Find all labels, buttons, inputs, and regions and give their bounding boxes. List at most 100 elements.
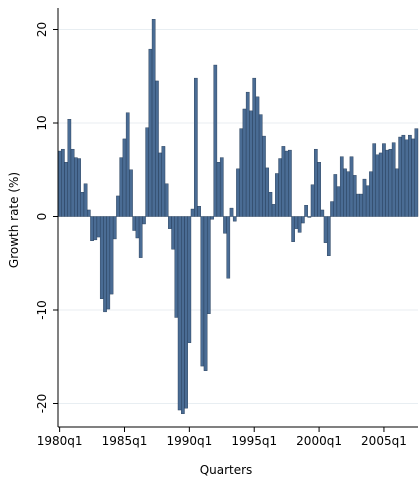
bar [389,149,392,216]
bar [279,159,282,217]
x-tick-label: 2000q1 [296,434,342,448]
bar [379,153,382,217]
bar [197,206,200,216]
bar [366,186,369,217]
bar [155,81,158,217]
bar [412,139,415,217]
bar [253,78,256,216]
bar [360,194,363,216]
bar [382,144,385,217]
bar [236,169,239,217]
bar [405,140,408,217]
bar [243,109,246,217]
bar [314,149,317,216]
bar [275,173,278,216]
bar [337,187,340,217]
bar [369,172,372,217]
bar [126,113,129,217]
bar [142,217,145,224]
bar [81,192,84,216]
bar [415,129,418,217]
bar [399,137,402,216]
bar [159,153,162,217]
bar [136,217,139,239]
bar [395,169,398,217]
bar [246,92,249,216]
bar [194,78,197,216]
bar [210,217,213,220]
bar [103,217,106,312]
bar [308,217,311,218]
bar [188,217,191,343]
bar [152,19,155,216]
bar [217,162,220,216]
bar [123,139,126,217]
bar [282,146,285,216]
bar [249,111,252,217]
bar [324,217,327,243]
y-axis-label: Growth rate (%) [7,172,21,268]
bar [317,162,320,216]
bar [133,217,136,231]
bar [330,202,333,217]
y-tick-label: 0 [35,213,49,221]
bar [165,184,168,217]
x-tick-label: 1980q1 [37,434,83,448]
bar [223,217,226,234]
bar [347,172,350,217]
bar [376,155,379,217]
y-tick-label: 10 [35,115,49,130]
bar [285,151,288,216]
bar [340,157,343,217]
bar [262,136,265,216]
bar [207,217,210,314]
bar [68,119,71,216]
bar [311,185,314,217]
y-tick-label: -20 [35,394,49,414]
bar [146,128,149,217]
bar [272,204,275,216]
bar [107,217,110,310]
bar [356,194,359,216]
bar [61,149,64,216]
x-tick-label: 1995q1 [231,434,277,448]
bar [97,217,100,238]
bar [175,217,178,318]
bar [350,157,353,217]
bar [373,144,376,217]
bar [386,150,389,216]
bar [94,217,97,240]
bar [269,192,272,216]
bar [168,217,171,229]
bar [304,205,307,216]
bar [402,135,405,216]
bar [178,217,181,411]
bar [353,175,356,216]
bar [100,217,103,299]
bar [84,184,87,217]
bar [162,146,165,216]
bar [120,158,123,217]
bar [220,158,223,217]
bar [288,150,291,216]
bar [87,210,90,217]
bar [259,115,262,217]
x-tick-label: 1985q1 [102,434,148,448]
bar [334,174,337,216]
bar [110,217,113,295]
bar [181,217,184,414]
bar [214,65,217,216]
bar [233,217,236,222]
bar [266,168,269,217]
bar [90,217,93,241]
y-tick-label: -10 [35,300,49,320]
bar [74,158,77,217]
y-tick-label: 20 [35,22,49,37]
bar [191,209,194,216]
bar [116,196,119,217]
bar [71,149,74,216]
bar [408,135,411,216]
x-tick-label: 1990q1 [166,434,212,448]
bar [256,97,259,217]
